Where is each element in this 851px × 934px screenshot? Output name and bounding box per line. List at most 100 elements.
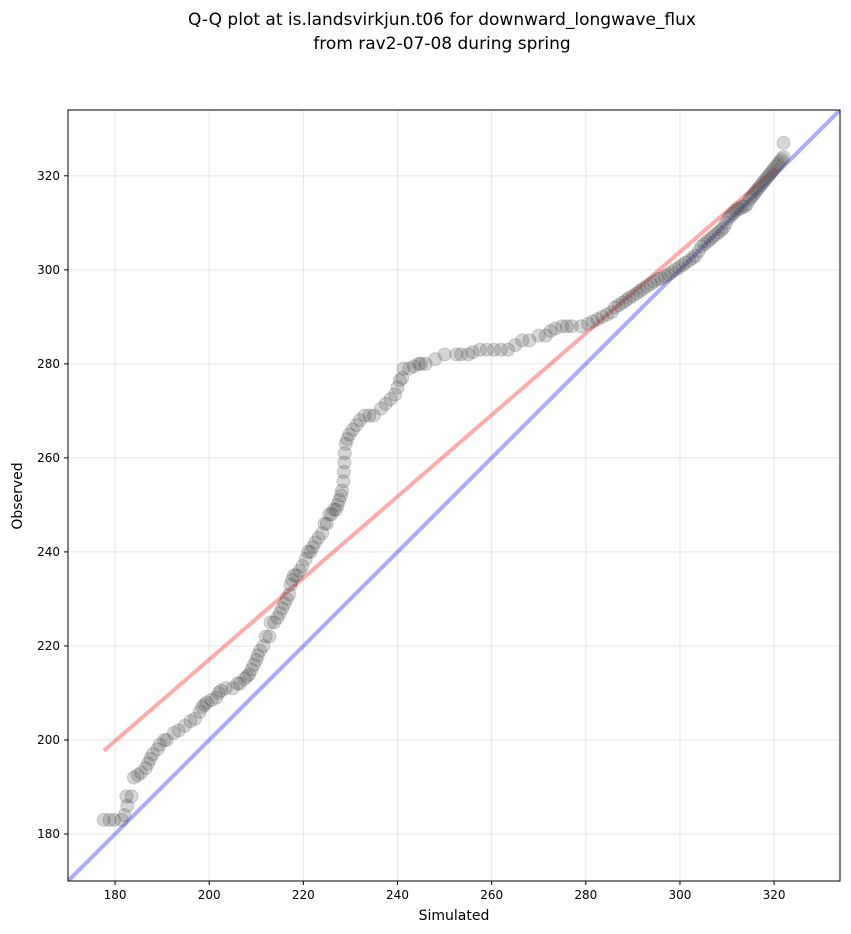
data-point bbox=[759, 171, 774, 186]
data-point bbox=[730, 201, 745, 216]
x-tick-label: 220 bbox=[292, 888, 315, 902]
data-point bbox=[664, 265, 679, 280]
data-point bbox=[345, 422, 360, 437]
data-point bbox=[472, 342, 487, 357]
data-point bbox=[298, 551, 313, 566]
data-point bbox=[668, 262, 683, 277]
data-point bbox=[708, 227, 723, 242]
data-point bbox=[277, 596, 292, 611]
data-point bbox=[362, 408, 377, 423]
data-point bbox=[767, 161, 782, 176]
data-point bbox=[548, 321, 563, 336]
data-point bbox=[755, 175, 770, 190]
data-point bbox=[197, 697, 212, 712]
y-tick-label: 240 bbox=[37, 545, 60, 559]
data-point bbox=[319, 516, 334, 531]
data-point bbox=[102, 812, 117, 827]
y-axis-label: Observed bbox=[10, 462, 26, 529]
data-point bbox=[192, 704, 207, 719]
data-point bbox=[742, 192, 757, 207]
data-point bbox=[636, 281, 651, 296]
data-point bbox=[120, 798, 135, 813]
data-point bbox=[776, 150, 791, 165]
data-point bbox=[199, 695, 214, 710]
data-point bbox=[604, 305, 619, 320]
data-point bbox=[538, 328, 553, 343]
fit-line bbox=[102, 166, 778, 753]
data-point bbox=[282, 587, 297, 602]
data-point bbox=[322, 507, 337, 522]
data-point bbox=[705, 229, 720, 244]
data-point bbox=[311, 530, 326, 545]
data-point bbox=[590, 312, 605, 327]
data-point bbox=[230, 676, 245, 691]
data-point bbox=[275, 601, 290, 616]
data-point bbox=[336, 464, 351, 479]
data-point bbox=[703, 232, 718, 247]
data-point bbox=[388, 387, 403, 402]
data-point bbox=[555, 319, 570, 334]
data-point bbox=[748, 185, 763, 200]
y-tick-label: 300 bbox=[37, 263, 60, 277]
y-tick-label: 220 bbox=[37, 639, 60, 653]
data-point bbox=[737, 199, 752, 214]
data-point bbox=[753, 178, 768, 193]
data-point bbox=[285, 573, 300, 588]
data-point bbox=[249, 653, 264, 668]
chart-title-line-1: Q-Q plot at is.landsvirkjun.t06 for down… bbox=[188, 10, 696, 30]
data-point bbox=[392, 373, 407, 388]
data-point bbox=[289, 568, 304, 583]
data-point bbox=[428, 352, 443, 367]
x-tick-label: 180 bbox=[104, 888, 127, 902]
data-point bbox=[150, 742, 165, 757]
data-point bbox=[263, 615, 278, 630]
data-point bbox=[107, 812, 122, 827]
data-point bbox=[117, 808, 132, 823]
data-point bbox=[615, 295, 630, 310]
data-point bbox=[315, 526, 330, 541]
x-tick-label: 260 bbox=[480, 888, 503, 902]
data-point bbox=[629, 286, 644, 301]
data-point bbox=[396, 361, 411, 376]
data-point bbox=[465, 345, 480, 360]
data-point bbox=[723, 208, 738, 223]
data-point bbox=[349, 417, 364, 432]
data-point bbox=[721, 211, 736, 226]
y-tick-label: 280 bbox=[37, 357, 60, 371]
data-point bbox=[574, 319, 589, 334]
data-point bbox=[647, 274, 662, 289]
data-point bbox=[239, 669, 254, 684]
data-point bbox=[237, 671, 252, 686]
data-point bbox=[752, 180, 767, 195]
data-point bbox=[711, 225, 726, 240]
data-point bbox=[487, 342, 502, 357]
data-point bbox=[317, 516, 332, 531]
data-point bbox=[303, 544, 318, 559]
data-point bbox=[332, 493, 347, 508]
data-point bbox=[390, 380, 405, 395]
data-point bbox=[595, 309, 610, 324]
data-point bbox=[209, 690, 224, 705]
data-point bbox=[133, 765, 148, 780]
data-point bbox=[763, 166, 778, 181]
data-point bbox=[774, 152, 789, 167]
data-point bbox=[461, 347, 476, 362]
data-point bbox=[543, 323, 558, 338]
y-tick-label: 260 bbox=[37, 451, 60, 465]
y-tick-label: 200 bbox=[37, 733, 60, 747]
data-point bbox=[305, 540, 320, 555]
data-point bbox=[418, 356, 433, 371]
data-point bbox=[776, 135, 791, 150]
data-point bbox=[697, 236, 712, 251]
data-point bbox=[700, 234, 715, 249]
data-point bbox=[213, 683, 228, 698]
data-point bbox=[352, 413, 367, 428]
data-point bbox=[395, 370, 410, 385]
data-point bbox=[746, 187, 761, 202]
data-point bbox=[141, 756, 156, 771]
data-points bbox=[96, 135, 791, 827]
data-point bbox=[308, 535, 323, 550]
data-point bbox=[378, 396, 393, 411]
data-point bbox=[279, 591, 294, 606]
